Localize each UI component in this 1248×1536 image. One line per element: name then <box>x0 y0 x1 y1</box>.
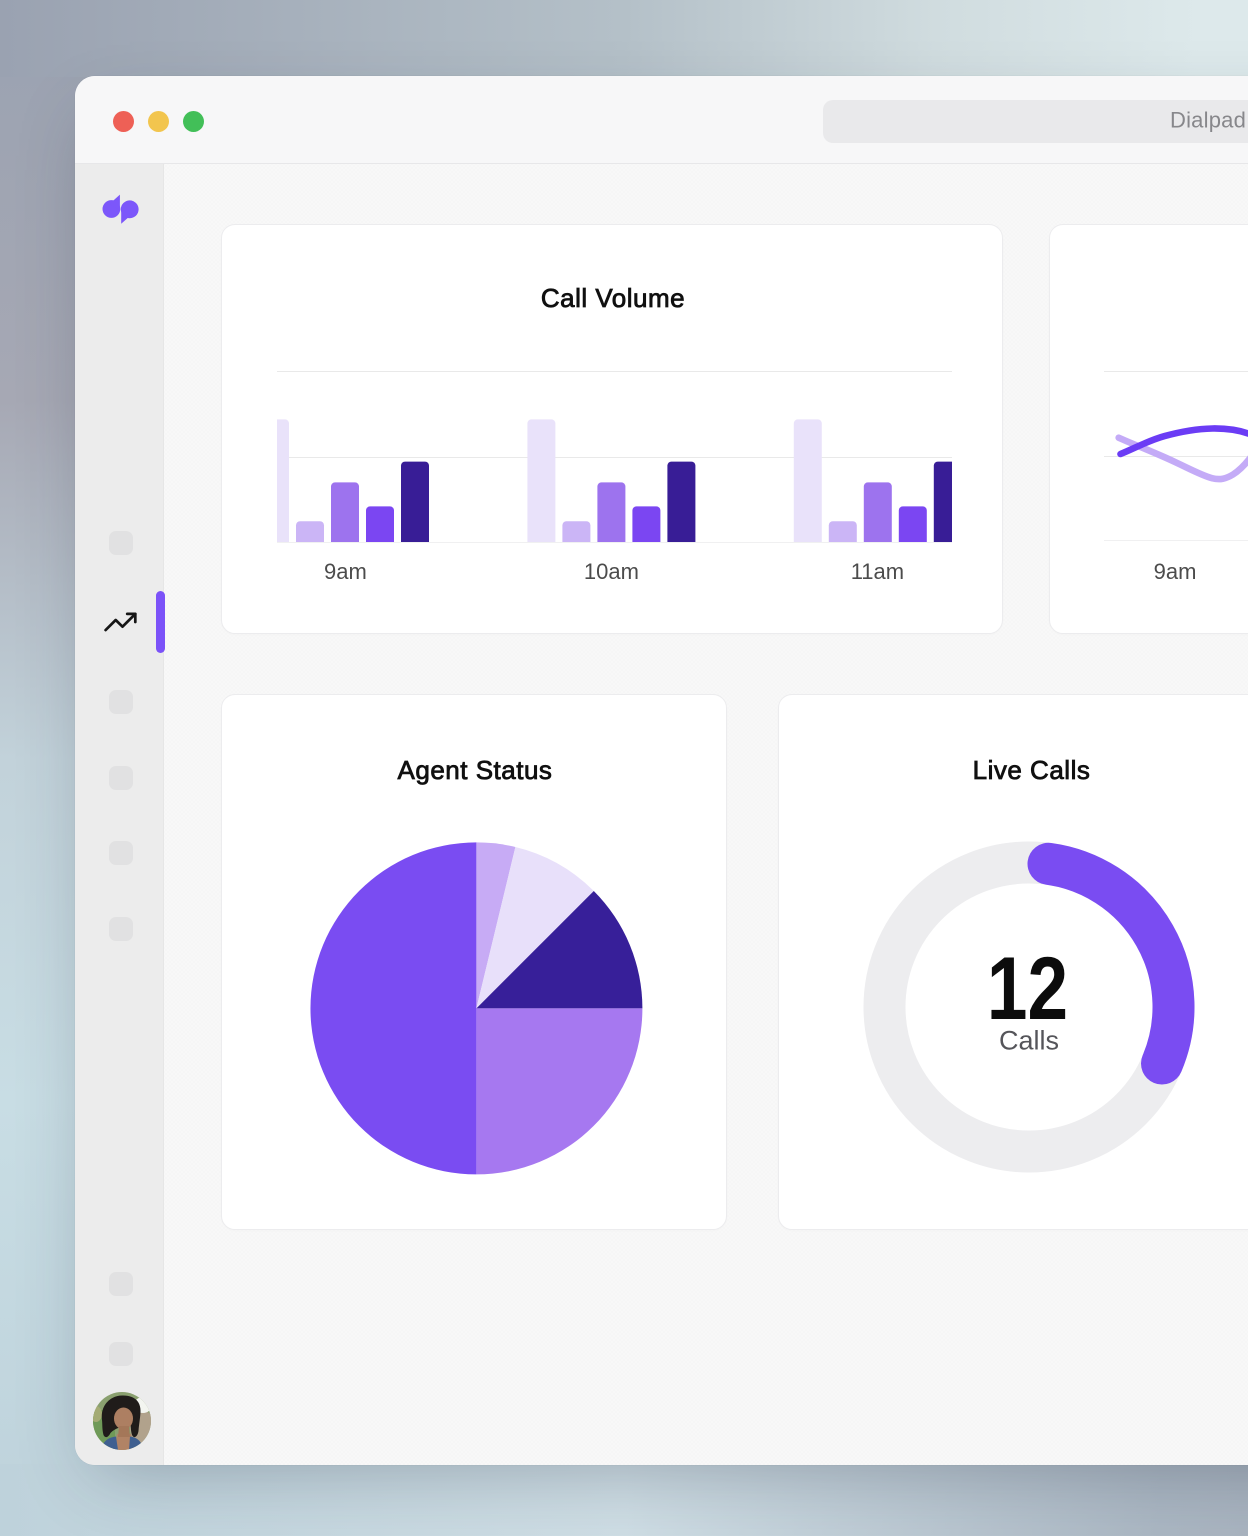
svg-text:Live Calls: Live Calls <box>973 755 1091 785</box>
svg-text:Calls: Calls <box>999 1026 1059 1056</box>
svg-text:9am: 9am <box>1154 559 1197 584</box>
svg-text:9am: 9am <box>324 559 367 584</box>
svg-text:10am: 10am <box>584 559 639 584</box>
svg-text:Agent Status: Agent Status <box>398 755 553 785</box>
svg-text:Dialpad: Dialpad <box>1170 108 1246 133</box>
svg-text:Call Volume: Call Volume <box>541 283 685 313</box>
svg-text:12: 12 <box>987 939 1068 1039</box>
svg-text:11am: 11am <box>851 559 904 584</box>
